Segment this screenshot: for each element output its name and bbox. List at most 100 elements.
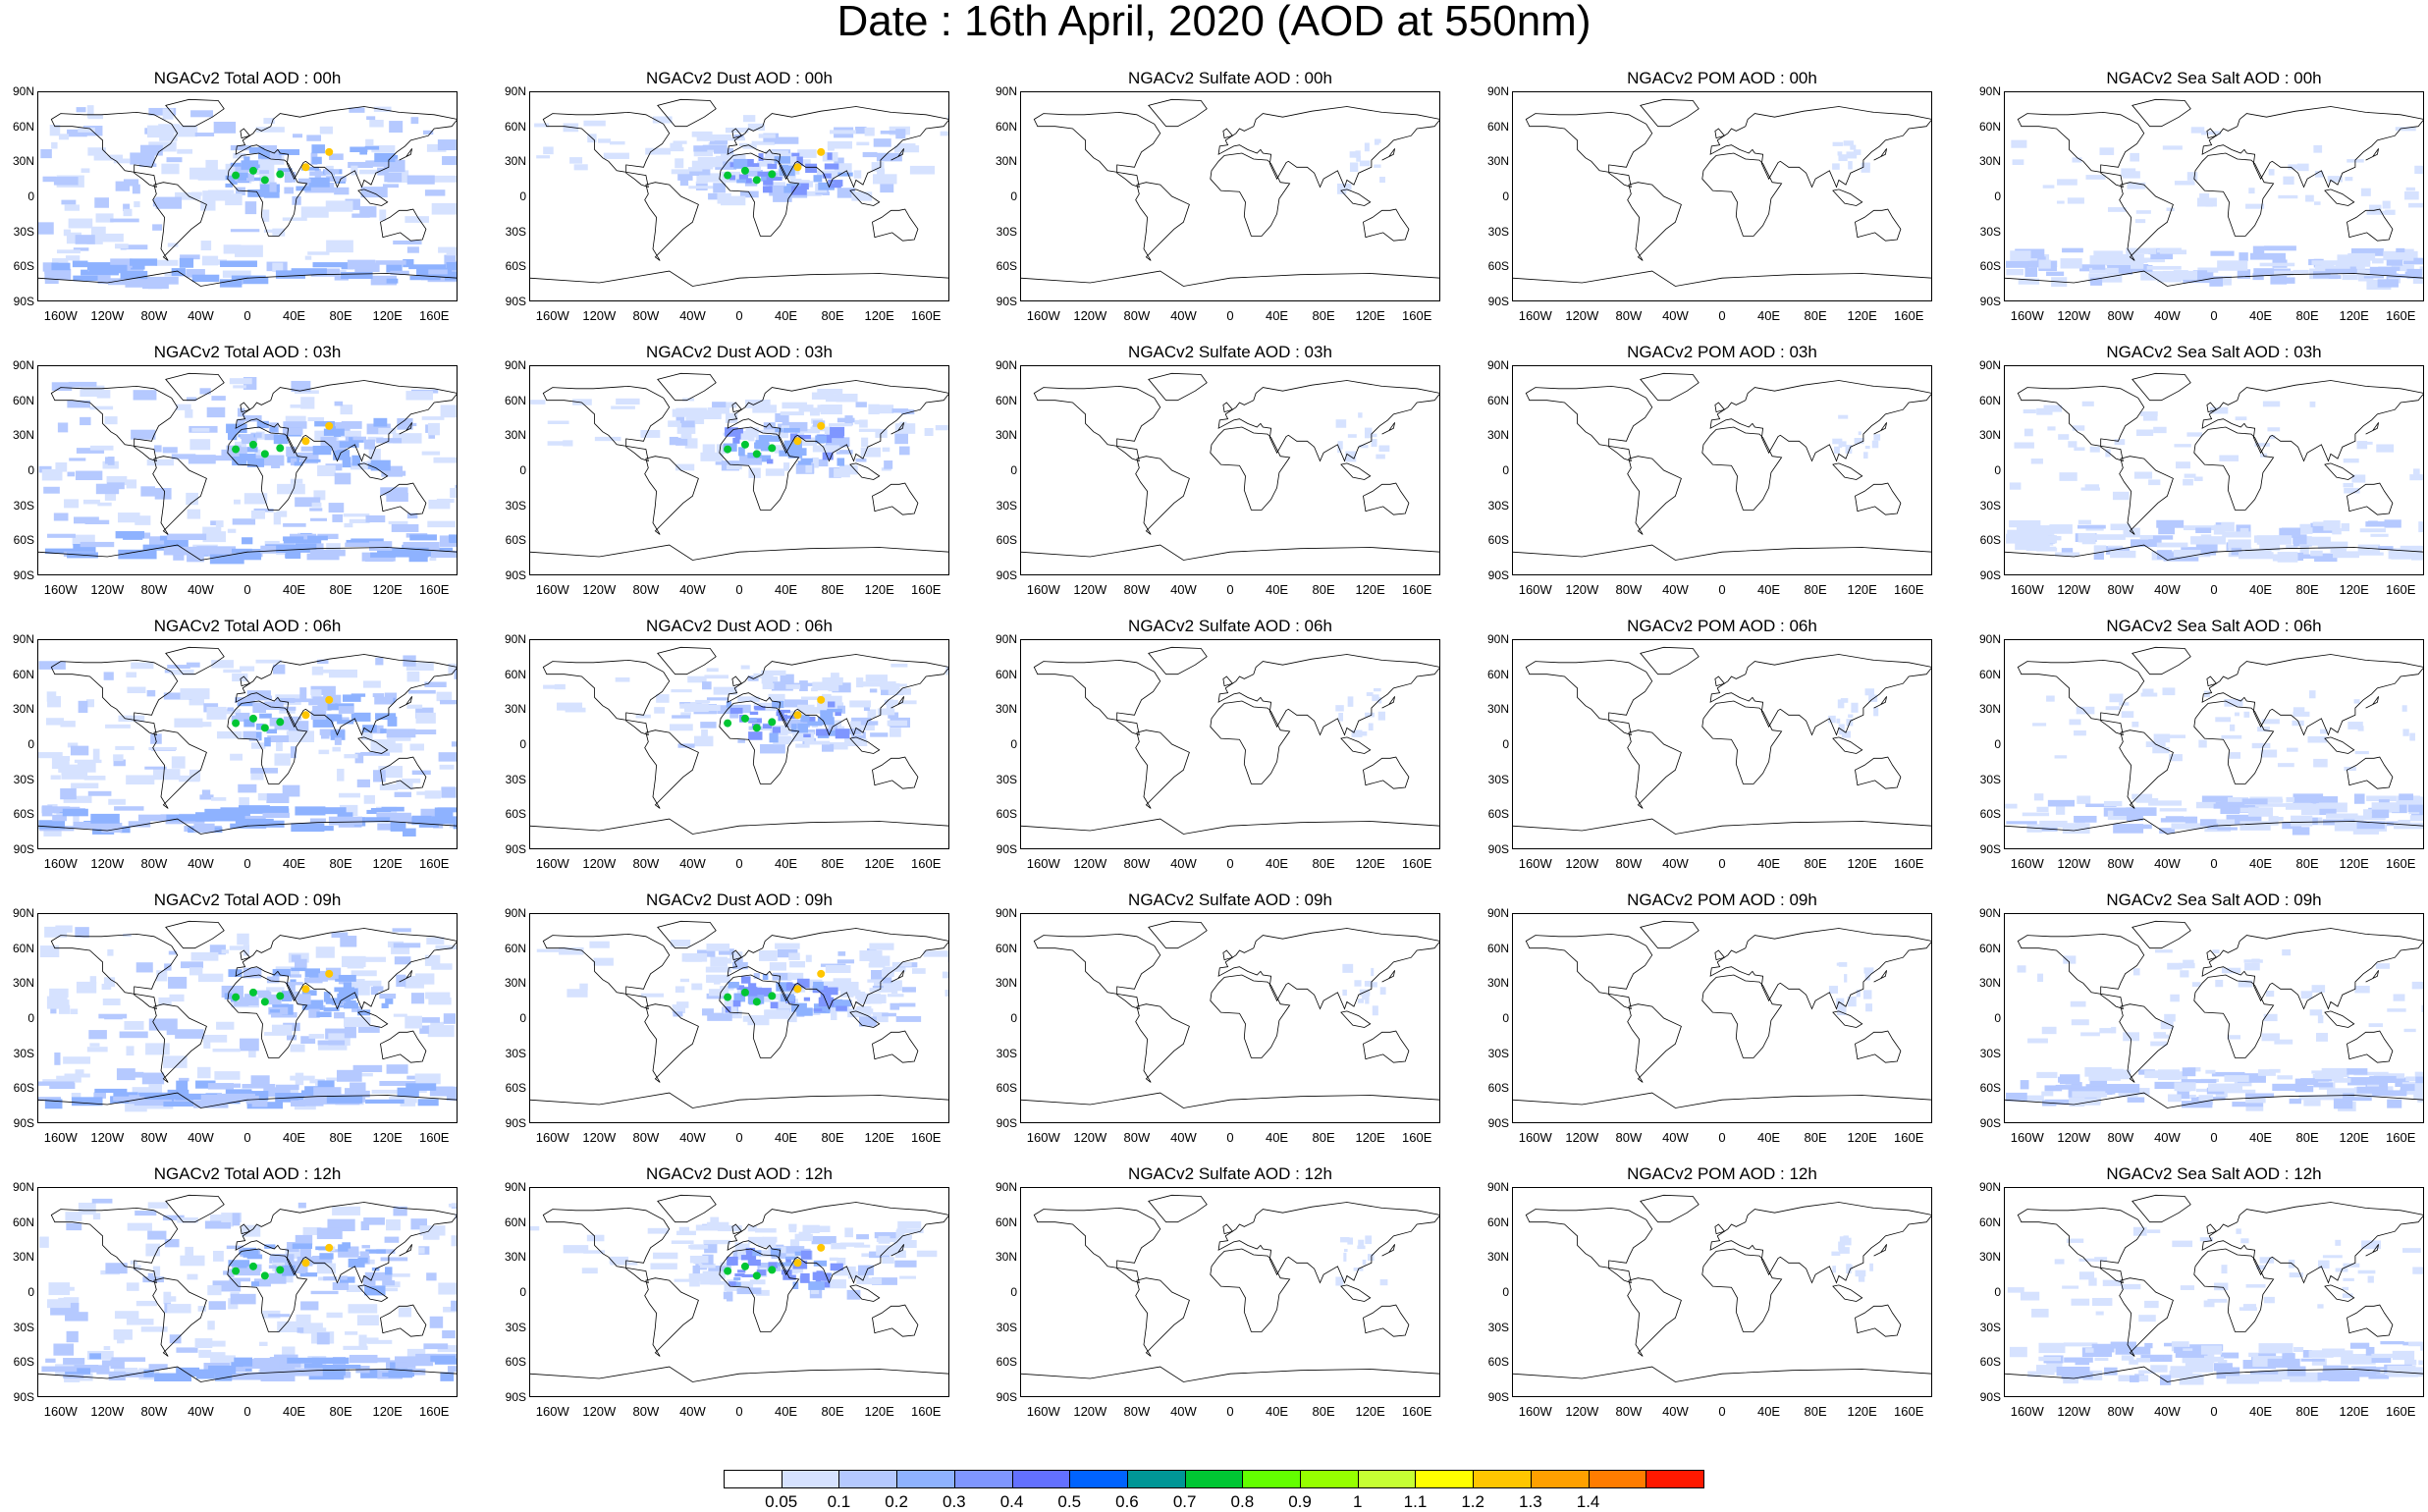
- panel-title: NGACv2 POM AOD : 03h: [1627, 343, 1817, 361]
- world-map: [37, 91, 458, 301]
- coastline: [240, 949, 251, 961]
- lon-tick-label: 120W: [582, 856, 617, 871]
- coastline: [380, 1030, 427, 1063]
- lon-tick-label: 160E: [419, 1130, 450, 1145]
- lon-tick-label: 40E: [774, 1404, 798, 1419]
- lon-tick-label: 40W: [1170, 856, 1197, 871]
- lon-tick-label: 120W: [582, 1404, 617, 1419]
- colorbar-swatch: [1126, 1470, 1186, 1488]
- coastline: [235, 1202, 458, 1284]
- lat-tick-label: 60S: [505, 1081, 526, 1096]
- lat-tick-label: 90S: [13, 295, 34, 308]
- coastline: [872, 1030, 919, 1063]
- lat-tick-label: 90N: [995, 632, 1017, 646]
- colorbar-label: 0.3: [942, 1492, 966, 1511]
- coastline: [2201, 654, 2424, 736]
- lon-tick-label: 80E: [2295, 582, 2319, 597]
- lon-tick-label: 40W: [188, 1404, 214, 1419]
- lon-tick-label: 120E: [1847, 582, 1877, 597]
- coastline: [1709, 928, 1932, 1010]
- coastline: [240, 128, 251, 139]
- lon-tick-label: 120E: [1355, 856, 1385, 871]
- lon-tick-label: 40W: [1662, 1404, 1689, 1419]
- lon-tick-label: 160E: [419, 856, 450, 871]
- lat-tick-label: 60S: [13, 533, 34, 548]
- coastline: [1210, 152, 1291, 237]
- lon-tick-label: 160W: [43, 308, 78, 323]
- lon-tick-label: 0: [243, 856, 251, 871]
- coastline: [2201, 1202, 2424, 1284]
- lon-tick-label: 160W: [535, 1130, 569, 1145]
- map-panel-total-12h: NGACv2 Total AOD : 12h 90N 60N 30N 0 30S 60S 90…: [13, 1164, 458, 1430]
- lon-tick-label: 120E: [1847, 308, 1877, 323]
- coastline: [1363, 1030, 1410, 1063]
- coastline: [1033, 1207, 1161, 1284]
- coastline: [727, 106, 949, 189]
- map-border: [1020, 365, 1440, 575]
- lon-tick-label: 40E: [1265, 1130, 1289, 1145]
- lat-tick-label: 90S: [1487, 568, 1509, 582]
- lon-tick-label: 40W: [188, 1130, 214, 1145]
- lat-tick-label: 0: [1994, 737, 2001, 751]
- panel-title: NGACv2 Sea Salt AOD : 12h: [2106, 1164, 2322, 1183]
- panel-title: NGACv2 Sea Salt AOD : 03h: [2106, 343, 2322, 361]
- coastline: [1525, 933, 1653, 1010]
- lon-tick-label: 40W: [188, 582, 214, 597]
- lon-tick-label: 40W: [679, 582, 706, 597]
- lat-tick-label: 30S: [996, 498, 1017, 513]
- coastline: [380, 482, 427, 515]
- coastline: [2119, 1003, 2174, 1083]
- coastline: [2004, 818, 2424, 849]
- panel-title: NGACv2 Dust AOD : 00h: [646, 69, 833, 87]
- lon-tick-label: 120E: [372, 1130, 403, 1145]
- lon-tick-label: 120E: [2339, 856, 2369, 871]
- lon-tick-label: 80W: [1123, 856, 1151, 871]
- lat-tick-label: 30S: [1487, 1046, 1509, 1060]
- coastline: [542, 1207, 671, 1284]
- lat-tick-label: 0: [519, 189, 526, 203]
- coastline: [1512, 818, 1932, 849]
- lat-tick-label: 60S: [1979, 807, 2001, 822]
- coastline: [2201, 928, 2424, 1010]
- lon-tick-label: 80W: [1615, 1404, 1643, 1419]
- panel-title: NGACv2 Total AOD : 09h: [153, 891, 342, 909]
- map-panel-pom-06h: NGACv2 POM AOD : 06h 90N 60N 30N 0 30S 60S 90S 1…: [1487, 617, 1932, 882]
- lat-tick-label: 60S: [13, 1081, 34, 1096]
- coastline: [1020, 1092, 1440, 1123]
- coastline: [152, 182, 207, 261]
- lon-tick-label: 120W: [1565, 582, 1599, 597]
- coastline: [399, 422, 412, 435]
- coastline: [872, 756, 919, 789]
- map-panel-sulfate-06h: NGACv2 Sulfate AOD : 06h 90N 60N 30N 0 30S 60S…: [996, 617, 1440, 882]
- coastline: [1148, 1194, 1208, 1223]
- coastline: [1701, 152, 1783, 237]
- lat-tick-label: 30S: [1487, 498, 1509, 513]
- coastline: [1222, 949, 1234, 961]
- lat-tick-label: 90N: [995, 84, 1017, 98]
- map-panel-sulfate-12h: NGACv2 Sulfate AOD : 12h 90N 60N 30N 0 30S 60S…: [996, 1164, 1440, 1430]
- coastline: [1832, 462, 1863, 480]
- coastline: [2119, 1277, 2174, 1357]
- lon-tick-label: 40E: [1756, 856, 1781, 871]
- panel-title: NGACv2 Sulfate AOD : 00h: [1128, 69, 1332, 87]
- panel-title: NGACv2 Sulfate AOD : 03h: [1128, 343, 1332, 361]
- lon-tick-label: 160W: [535, 582, 569, 597]
- lon-tick-label: 80E: [1804, 582, 1827, 597]
- lon-tick-label: 160W: [43, 856, 78, 871]
- map-border: [529, 1187, 949, 1397]
- lat-tick-label: 30N: [1486, 154, 1509, 169]
- coastline: [2131, 1194, 2191, 1223]
- map-border: [1020, 91, 1440, 301]
- lon-tick-label: 120W: [1073, 1404, 1107, 1419]
- lon-tick-label: 40E: [2248, 856, 2273, 871]
- map-panel-dust-12h: NGACv2 Dust AOD : 12h 90N 60N 30N 0 30S 60S 90S…: [505, 1164, 949, 1430]
- lon-tick-label: 160E: [1402, 582, 1432, 597]
- lat-tick-label: 0: [27, 463, 34, 477]
- coastline: [2017, 111, 2145, 189]
- lon-tick-label: 120W: [1565, 1404, 1599, 1419]
- lon-tick-label: 120E: [1847, 1130, 1877, 1145]
- colorbar-label: 0.1: [827, 1492, 851, 1511]
- lon-tick-label: 80W: [2107, 1404, 2134, 1419]
- colorbar-swatch: [953, 1470, 1013, 1488]
- lon-tick-label: 120W: [582, 1130, 617, 1145]
